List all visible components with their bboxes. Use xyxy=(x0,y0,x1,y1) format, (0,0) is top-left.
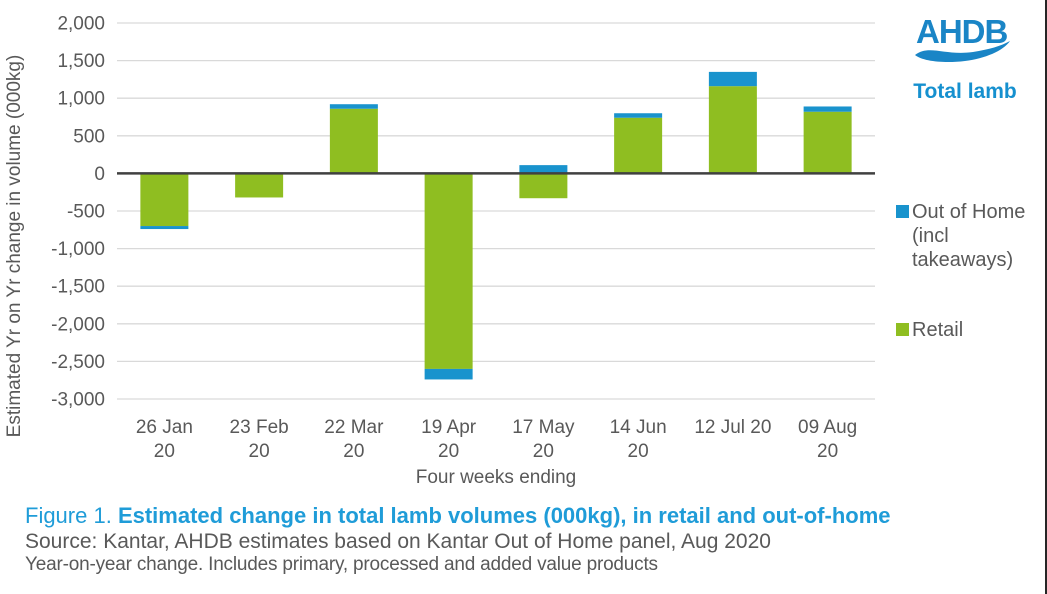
window-right-border xyxy=(1045,0,1047,594)
legend-swatch-retail-icon xyxy=(896,323,909,336)
x-tick-label-3-line-0: 19 Apr xyxy=(421,417,477,438)
bar-segment-retail-0 xyxy=(140,173,189,227)
y-tick-label-1500: 1,500 xyxy=(57,51,105,72)
bar-segment-retail-3 xyxy=(424,173,473,369)
bar-segment-retail-5 xyxy=(614,117,663,174)
ahdb-logo: AHDB xyxy=(915,13,1011,70)
x-tick-label-0-line-0: 26 Jan xyxy=(136,417,193,438)
y-tick-label--1000: -1,000 xyxy=(51,239,105,260)
legend-item-out-of-home: Out of Home (incl takeaways) xyxy=(896,200,1042,272)
legend-label-retail: Retail xyxy=(912,319,964,341)
bar-segment-retail-4 xyxy=(519,173,568,199)
y-tick-label--3000: -3,000 xyxy=(51,390,105,411)
bar-segment-out-of-home-2 xyxy=(329,104,378,109)
bar-segment-retail-1 xyxy=(235,173,284,198)
caption-note-line: Year-on-year change. Includes primary, p… xyxy=(25,554,658,575)
x-tick-label-7-line-0: 09 Aug xyxy=(798,417,857,438)
caption-title-line: Figure 1. Estimated change in total lamb… xyxy=(25,504,1035,528)
bar-segment-out-of-home-5 xyxy=(614,113,663,118)
bar-segment-retail-7 xyxy=(803,111,852,174)
x-axis-title: Four weeks ending xyxy=(415,467,577,488)
x-tick-label-2-line-0: 22 Mar xyxy=(324,417,384,438)
x-tick-label-5-line-1: 20 xyxy=(628,441,649,462)
caption-source-line: Source: Kantar, AHDB estimates based on … xyxy=(25,530,771,553)
ahdb-swoosh-icon xyxy=(915,41,1010,63)
bar-segment-out-of-home-6 xyxy=(708,71,757,87)
y-tick-label-0: 0 xyxy=(94,164,105,185)
x-tick-label-3-line-1: 20 xyxy=(438,441,459,462)
chart-subtitle-total-lamb: Total lamb xyxy=(913,80,1017,103)
ahdb-logo-text: AHDB xyxy=(916,14,1007,50)
bar-segment-out-of-home-0 xyxy=(140,226,189,230)
bar-segment-out-of-home-7 xyxy=(803,106,852,112)
x-tick-label-2-line-1: 20 xyxy=(343,441,364,462)
figure-title-text: Estimated change in total lamb volumes (… xyxy=(117,503,891,528)
ahdb-logo-icon: AHDB xyxy=(915,13,1010,63)
x-tick-label-4-line-1: 20 xyxy=(533,441,554,462)
x-tick-label-1-line-0: 23 Feb xyxy=(230,417,289,438)
legend-label-out-of-home: Out of Home (incl takeaways) xyxy=(912,201,1026,271)
bar-segment-retail-2 xyxy=(329,108,378,174)
bar-segment-out-of-home-3 xyxy=(424,368,473,380)
y-tick-label--1500: -1,500 xyxy=(51,277,105,298)
y-tick-label-2000: 2,000 xyxy=(57,14,105,35)
bar-chart: 2,000 1,500 1,000 500 0 -500 -1,000 -1,500 -2,00… xyxy=(51,14,875,462)
x-tick-label-5-line-0: 14 Jun xyxy=(610,417,667,438)
x-tick-label-1-line-1: 20 xyxy=(249,441,270,462)
y-tick-label--2000: -2,000 xyxy=(51,314,105,335)
x-tick-label-6-line-0: 12 Jul 20 xyxy=(694,417,771,438)
y-tick-label-500: 500 xyxy=(73,126,105,147)
bar-segment-retail-6 xyxy=(708,86,757,174)
x-tick-label-7-line-1: 20 xyxy=(817,441,838,462)
y-tick-label--2500: -2,500 xyxy=(51,352,105,373)
y-tick-label-1000: 1,000 xyxy=(57,89,105,110)
y-axis-title: Estimated Yr on Yr change in volume (000… xyxy=(4,54,25,438)
figure-number-label: Figure 1. xyxy=(25,503,118,528)
x-tick-label-0-line-1: 20 xyxy=(154,441,175,462)
figure-caption: Figure 1. Estimated change in total lamb… xyxy=(25,504,1035,576)
legend-item-retail: Retail xyxy=(896,318,1042,342)
bar-segment-out-of-home-4 xyxy=(519,165,568,174)
x-tick-label-4-line-0: 17 May xyxy=(512,417,575,438)
legend: Out of Home (incl takeaways) Retail xyxy=(896,200,1042,388)
legend-swatch-out-of-home-icon xyxy=(896,205,909,218)
y-tick-label--500: -500 xyxy=(67,202,105,223)
